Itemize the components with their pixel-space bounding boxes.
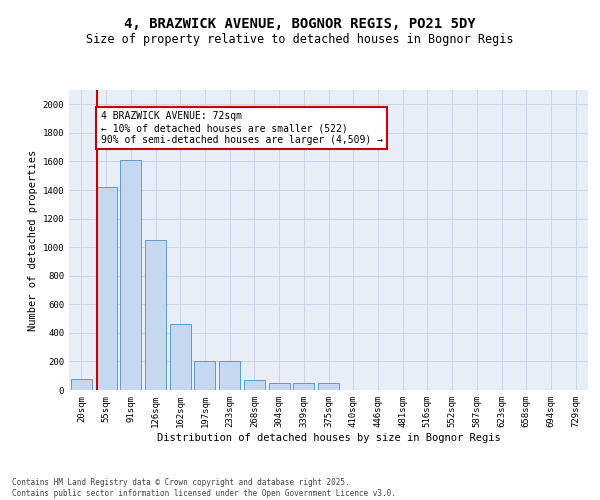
- Bar: [95, 187, 116, 390]
- Text: 4, BRAZWICK AVENUE, BOGNOR REGIS, PO21 5DY: 4, BRAZWICK AVENUE, BOGNOR REGIS, PO21 5…: [124, 18, 476, 32]
- Bar: [145, 240, 166, 390]
- Bar: [269, 383, 290, 390]
- Text: 4 BRAZWICK AVENUE: 72sqm
← 10% of detached houses are smaller (522)
90% of semi-: 4 BRAZWICK AVENUE: 72sqm ← 10% of detach…: [101, 112, 383, 144]
- Bar: [293, 383, 314, 390]
- Text: Size of property relative to detached houses in Bognor Regis: Size of property relative to detached ho…: [86, 32, 514, 46]
- Bar: [71, 378, 92, 390]
- Y-axis label: Number of detached properties: Number of detached properties: [28, 150, 38, 330]
- Text: Contains HM Land Registry data © Crown copyright and database right 2025.
Contai: Contains HM Land Registry data © Crown c…: [12, 478, 396, 498]
- Bar: [170, 324, 191, 390]
- X-axis label: Distribution of detached houses by size in Bognor Regis: Distribution of detached houses by size …: [157, 432, 500, 442]
- Bar: [120, 160, 141, 390]
- Bar: [219, 362, 240, 390]
- Bar: [194, 362, 215, 390]
- Bar: [244, 380, 265, 390]
- Bar: [318, 383, 339, 390]
